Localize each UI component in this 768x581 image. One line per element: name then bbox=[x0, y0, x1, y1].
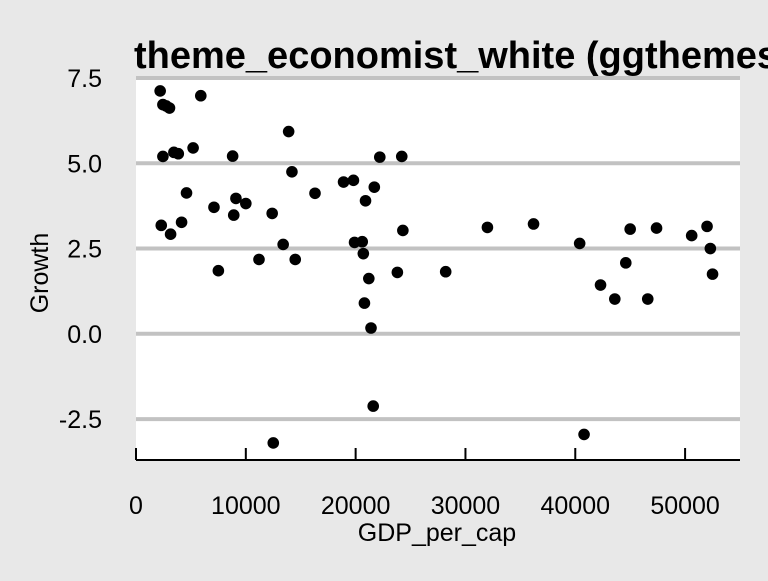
data-point bbox=[157, 150, 169, 163]
data-point bbox=[357, 247, 370, 260]
data-point bbox=[397, 224, 409, 237]
data-point bbox=[163, 102, 176, 114]
data-point bbox=[337, 176, 350, 188]
data-point bbox=[253, 253, 265, 266]
data-point bbox=[363, 272, 375, 285]
data-point bbox=[187, 142, 199, 154]
y-tick-label: 0.0 bbox=[67, 321, 102, 349]
data-point bbox=[358, 297, 371, 309]
x-tick-label: 0 bbox=[129, 492, 143, 520]
data-point bbox=[347, 174, 360, 187]
data-point bbox=[641, 293, 654, 305]
data-point bbox=[154, 85, 166, 97]
grid-lines bbox=[136, 76, 740, 422]
x-tick-label: 50000 bbox=[650, 492, 720, 520]
data-point bbox=[395, 150, 408, 163]
x-tick-label: 30000 bbox=[431, 492, 501, 520]
data-point bbox=[289, 253, 302, 266]
data-point bbox=[277, 238, 289, 251]
x-tick-label: 10000 bbox=[211, 492, 281, 520]
data-points bbox=[154, 85, 719, 449]
data-point bbox=[701, 220, 713, 233]
data-point bbox=[226, 150, 239, 162]
data-point bbox=[267, 437, 280, 449]
data-point bbox=[359, 194, 372, 207]
plot-panel bbox=[136, 78, 740, 460]
data-point bbox=[527, 218, 540, 230]
data-point bbox=[650, 222, 663, 234]
chart-title: theme_economist_white (ggthemes) bbox=[134, 35, 768, 77]
data-point bbox=[155, 219, 168, 232]
x-tick-label: 40000 bbox=[541, 492, 611, 520]
data-point bbox=[164, 228, 177, 241]
data-point bbox=[240, 197, 252, 210]
data-point bbox=[573, 237, 586, 250]
data-point bbox=[266, 207, 278, 220]
data-point bbox=[706, 268, 719, 280]
data-point bbox=[439, 265, 452, 278]
y-tick-label: 2.5 bbox=[67, 236, 102, 264]
data-point bbox=[624, 223, 636, 235]
data-point bbox=[685, 229, 698, 242]
data-point bbox=[619, 257, 632, 269]
y-tick-label: 5.0 bbox=[67, 150, 102, 178]
data-point bbox=[180, 187, 193, 199]
y-axis-ticks: -2.5 0.0 2.5 5.0 7.5 bbox=[59, 65, 102, 434]
data-point bbox=[227, 209, 240, 221]
data-point bbox=[212, 264, 225, 277]
x-axis-ticks: 0 10000 20000 30000 40000 50000 bbox=[129, 448, 720, 520]
data-point bbox=[367, 400, 380, 412]
data-point bbox=[609, 293, 621, 305]
x-axis-label: GDP_per_cap bbox=[358, 519, 516, 547]
data-point bbox=[208, 201, 220, 214]
data-point bbox=[365, 322, 377, 334]
data-point bbox=[373, 151, 386, 163]
data-point bbox=[175, 216, 188, 229]
data-point bbox=[282, 125, 295, 138]
y-tick-label: -2.5 bbox=[59, 406, 102, 434]
data-point bbox=[356, 235, 369, 248]
data-point bbox=[578, 428, 590, 441]
y-axis-label: Growth bbox=[26, 233, 54, 314]
y-tick-label: 7.5 bbox=[67, 65, 102, 93]
data-point bbox=[172, 147, 185, 160]
data-point bbox=[704, 242, 717, 255]
data-point bbox=[230, 192, 242, 205]
data-point bbox=[391, 266, 404, 279]
data-point bbox=[594, 279, 607, 291]
data-point bbox=[194, 89, 207, 102]
data-point bbox=[481, 221, 494, 234]
data-point bbox=[368, 181, 381, 193]
x-tick-label: 20000 bbox=[321, 492, 391, 520]
data-point bbox=[309, 187, 321, 200]
data-point bbox=[286, 165, 298, 178]
